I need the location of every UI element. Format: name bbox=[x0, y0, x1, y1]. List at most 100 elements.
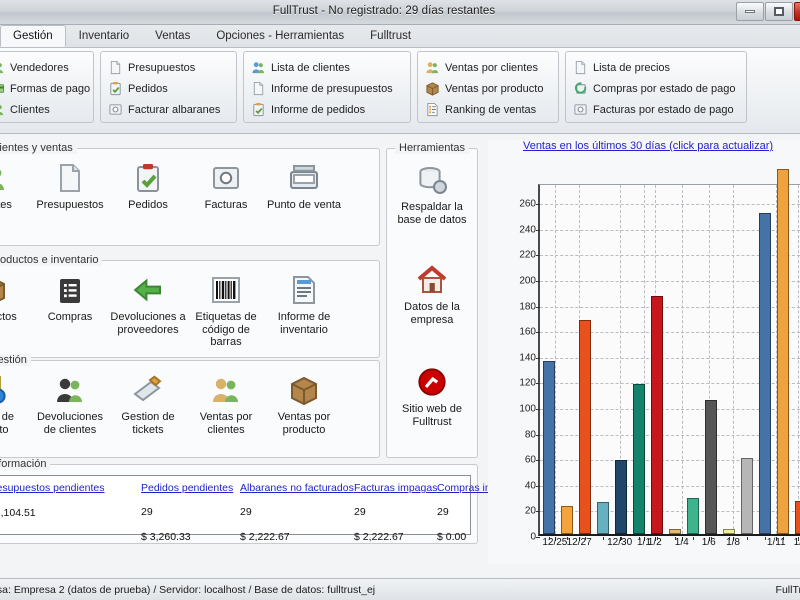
sales-chart: Ventas en los últimos 30 días (click par… bbox=[488, 140, 800, 564]
ribbon-item-vendedores[interactable]: Vendedores bbox=[0, 57, 86, 78]
facturas-estado-icon bbox=[573, 102, 588, 117]
group-documentos: Presupuestos Pedidos Facturar albaranes bbox=[100, 51, 237, 123]
chart-title[interactable]: Ventas en los últimos 30 días (click par… bbox=[522, 140, 774, 152]
chart-xtick-minor-mark bbox=[657, 537, 658, 540]
chart-xtick-label: 1/2 bbox=[647, 537, 662, 548]
ribbon-item-facturar-albaranes[interactable]: Facturar albaranes bbox=[108, 99, 229, 120]
info-column: Facturas impagas 29 $ 2,222.67 bbox=[354, 482, 437, 543]
chart-bar[interactable] bbox=[633, 384, 645, 534]
chart-ytick-label: 160 bbox=[519, 326, 536, 338]
chart-bar[interactable] bbox=[723, 528, 735, 534]
ventas-por-producto-icon bbox=[265, 369, 343, 411]
ribbon-item-label: Facturar albaranes bbox=[128, 103, 221, 116]
minimize-button[interactable] bbox=[736, 2, 764, 21]
tile-devoluciones-a-proveedores[interactable]: Devoluciones a proveedores bbox=[109, 269, 187, 336]
tile-label: Pedidos bbox=[128, 199, 168, 211]
tile-compras[interactable]: Compras bbox=[31, 269, 109, 324]
notas-de-credito-icon: i bbox=[0, 369, 31, 411]
chart-gridline-horizontal bbox=[540, 434, 800, 436]
ribbon-item-ranking-de-ventas[interactable]: Ranking de ventas bbox=[425, 99, 551, 120]
chart-xtick-label: 1/8 bbox=[726, 537, 740, 548]
chart-xtick-mark bbox=[643, 537, 645, 541]
chart-bar[interactable] bbox=[561, 505, 573, 534]
chart-bar[interactable] bbox=[543, 361, 555, 534]
tab-gesti-n[interactable]: Gestión bbox=[0, 25, 66, 47]
tile-punto-de-venta[interactable]: Punto de venta bbox=[265, 157, 343, 212]
devoluciones-de-clientes-icon bbox=[31, 369, 109, 411]
tile-gestion-de-tickets[interactable]: Gestion de tickets bbox=[109, 369, 187, 436]
info-column-header-link[interactable]: Presupuestos pendientes bbox=[0, 482, 105, 494]
close-button[interactable] bbox=[794, 2, 800, 21]
chart-gridline-horizontal bbox=[540, 332, 800, 334]
chart-gridline-horizontal bbox=[540, 485, 800, 487]
chart-bar[interactable] bbox=[687, 498, 699, 534]
chart-ytick-label: 80 bbox=[524, 429, 536, 441]
vendedores-icon bbox=[0, 60, 5, 75]
chart-bar[interactable] bbox=[579, 320, 591, 534]
ribbon-item-facturas-por-estado-de-pago[interactable]: Facturas por estado de pago bbox=[573, 99, 739, 120]
ribbon-item-lista-de-precios[interactable]: Lista de precios bbox=[573, 57, 739, 78]
chart-bar[interactable] bbox=[741, 458, 753, 534]
info-column-header-link[interactable]: Facturas impagas bbox=[354, 482, 438, 494]
chart-ytick-label: 40 bbox=[524, 480, 536, 492]
panel-title-clientes-y-ventas: Clientes y ventas bbox=[0, 142, 77, 154]
panel-clientes-y-ventas: Clientes y ventas Clientes Presupuestos Pe… bbox=[0, 142, 380, 246]
chart-bar[interactable] bbox=[597, 502, 609, 534]
chart-ytick-label: 0 bbox=[530, 531, 536, 543]
tile-respaldar-la-base-de-datos[interactable]: Respaldar la base de datos bbox=[393, 159, 471, 226]
tile-productos[interactable]: Productos bbox=[0, 269, 31, 324]
chart-gridline-vertical bbox=[733, 185, 735, 534]
tile-ventas-por-clientes[interactable]: Ventas por clientes bbox=[187, 369, 265, 436]
info-column: Pedidos pendientes 29 $ 3,260.33 bbox=[141, 482, 233, 543]
chart-ytick-label: 140 bbox=[519, 352, 536, 364]
ribbon-item-informe-de-pedidos[interactable]: Informe de pedidos bbox=[251, 99, 403, 120]
tile-label: Etiquetas de código de barras bbox=[195, 311, 257, 348]
ribbon-item-presupuestos[interactable]: Presupuestos bbox=[108, 57, 229, 78]
tab-inventario[interactable]: Inventario bbox=[66, 25, 143, 47]
chart-ytick-label: 60 bbox=[524, 454, 536, 466]
chart-ytick-mark bbox=[536, 281, 540, 282]
info-column-count: 29 bbox=[354, 506, 366, 518]
chart-gridline-horizontal bbox=[540, 511, 800, 513]
info-column-amount: $ 2,222.67 bbox=[240, 531, 290, 543]
ribbon-item-compras-por-estado-de-pago[interactable]: Compras por estado de pago bbox=[573, 78, 739, 99]
chart-xtick-mark bbox=[733, 537, 735, 541]
tile-datos-de-la-empresa[interactable]: Datos de la empresa bbox=[393, 259, 471, 326]
ribbon-item-informe-de-presupuestos[interactable]: Informe de presupuestos bbox=[251, 78, 403, 99]
maximize-button[interactable] bbox=[765, 2, 793, 21]
chart-bar[interactable] bbox=[669, 528, 681, 534]
chart-bar[interactable] bbox=[705, 399, 717, 534]
tile-clientes[interactable]: Clientes bbox=[0, 157, 31, 212]
codigo-de-barras-icon bbox=[187, 269, 265, 311]
chart-bar[interactable] bbox=[795, 500, 800, 534]
tile-facturas[interactable]: Facturas bbox=[187, 157, 265, 212]
ribbon-item-pedidos[interactable]: Pedidos bbox=[108, 78, 229, 99]
chart-plot-area[interactable]: 0 20 40 60 80 100 120 140 160 180 200 220 240 260 12/2… bbox=[519, 169, 800, 548]
chart-bar[interactable] bbox=[777, 169, 789, 534]
chart-xtick-minor-mark bbox=[783, 537, 784, 540]
tab-ventas[interactable]: Ventas bbox=[142, 25, 203, 47]
chart-bar[interactable] bbox=[759, 212, 771, 534]
ribbon-item-formas-de-pago[interactable]: Formas de pago bbox=[0, 78, 90, 99]
info-column-header-link[interactable]: Pedidos pendientes bbox=[141, 482, 234, 494]
tab-label: Opciones - Herramientas bbox=[216, 30, 345, 42]
ribbon-item-lista-de-clientes[interactable]: Lista de clientes bbox=[251, 57, 403, 78]
ribbon-item-ventas-por-producto[interactable]: Ventas por producto bbox=[425, 78, 551, 99]
tile-presupuestos[interactable]: Presupuestos bbox=[31, 157, 109, 212]
tile-informe-de-inventario[interactable]: Informe de inventario bbox=[265, 269, 343, 336]
info-column-header-link[interactable]: Albaranes no facturados bbox=[240, 482, 354, 494]
ribbon-item-clientes[interactable]: Clientes bbox=[0, 99, 86, 120]
tile-sitio-web-de-fulltrust[interactable]: Sitio web de Fulltrust bbox=[393, 361, 471, 428]
tile-ventas-por-producto[interactable]: Ventas por producto bbox=[265, 369, 343, 436]
tile-devoluciones-de-clientes[interactable]: Devoluciones de clientes bbox=[31, 369, 109, 436]
window-title: FullTrust - No registrado: 29 días resta… bbox=[272, 5, 496, 17]
chart-xtick-mark bbox=[797, 537, 799, 541]
tile-notas-de-crédito[interactable]: iNotas de crédito bbox=[0, 369, 31, 436]
chart-bar[interactable] bbox=[615, 459, 627, 534]
tile-etiquetas-de-código-de-barras[interactable]: Etiquetas de código de barras bbox=[187, 269, 265, 349]
chart-bar[interactable] bbox=[651, 295, 663, 534]
tile-pedidos[interactable]: Pedidos bbox=[109, 157, 187, 212]
tab-fulltrust[interactable]: Fulltrust bbox=[357, 25, 424, 47]
tab-opciones-herramientas[interactable]: Opciones - Herramientas bbox=[203, 25, 357, 47]
ribbon-item-ventas-por-clientes[interactable]: Ventas por clientes bbox=[425, 57, 551, 78]
